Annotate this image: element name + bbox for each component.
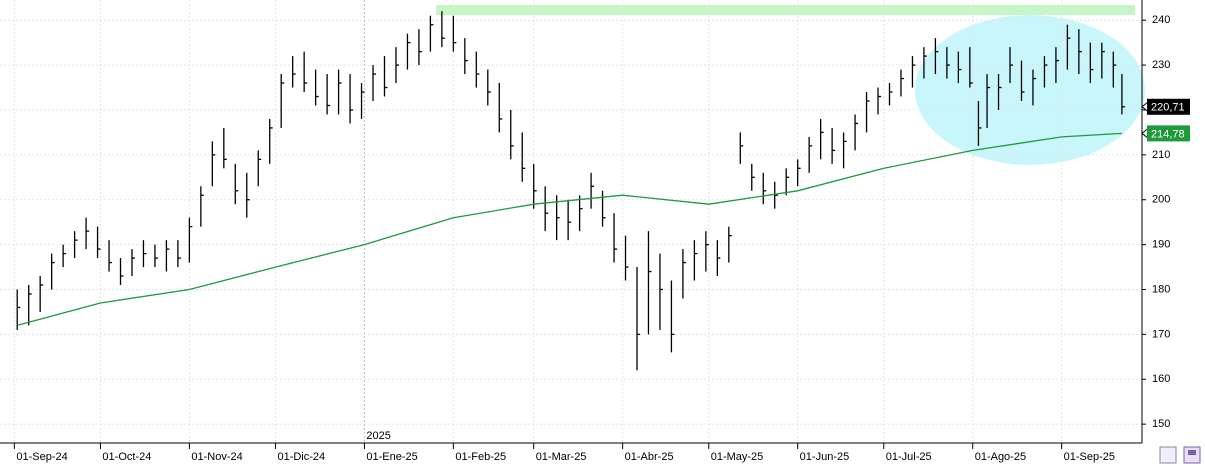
price-arrow	[1141, 102, 1148, 112]
toolbar	[1159, 446, 1201, 464]
x-tick-label: 01-Nov-24	[191, 451, 242, 463]
moving-average	[17, 132, 1122, 327]
y-tick-label: 200	[1152, 194, 1170, 206]
y-tick-label: 150	[1152, 418, 1170, 430]
resistance-band	[436, 5, 1135, 15]
x-tick-label: 01-Dic-24	[277, 451, 325, 463]
x-tick-label: 01-Sep-25	[1064, 451, 1115, 463]
save-icon-part	[1188, 450, 1196, 455]
y-tick-label: 160	[1152, 373, 1170, 385]
price-badge	[1147, 125, 1190, 142]
tool-icon[interactable]	[1159, 446, 1177, 464]
x-tick-label: 01-Mar-25	[536, 451, 587, 463]
y-tick-label: 190	[1152, 239, 1170, 251]
highlight-ellipse	[915, 15, 1145, 165]
x-tick-label: 01-Feb-25	[455, 451, 506, 463]
x-tick-label: 01-Oct-24	[102, 451, 151, 463]
x-tick-label: 01-Jun-25	[800, 451, 850, 463]
x-tick-label: 01-Jul-25	[886, 451, 932, 463]
price-arrow	[1141, 129, 1148, 138]
y-tick-label: 230	[1152, 59, 1170, 71]
y-tick-label: 240	[1152, 14, 1170, 26]
price-badge	[1147, 98, 1190, 115]
y-tick-label: 210	[1152, 149, 1170, 161]
x-tick-label: 01-Sep-24	[16, 451, 67, 463]
plot	[16, 11, 1125, 371]
price-badge-label: 220,71	[1151, 102, 1185, 114]
y-tick-label: 170	[1152, 328, 1170, 340]
x-tick-label: 01-Ago-25	[975, 451, 1026, 463]
x-tick-label: 01-Abr-25	[625, 451, 674, 463]
axes: 15016017018019020021022023024001-Sep-240…	[13, 14, 1190, 463]
y-tick-label: 180	[1152, 283, 1170, 295]
price-badge-label: 214,78	[1151, 128, 1185, 140]
x-tick-label: 01-May-25	[711, 451, 764, 463]
x-tick-label: 01-Ene-25	[366, 451, 417, 463]
year-label: 2025	[366, 430, 390, 442]
